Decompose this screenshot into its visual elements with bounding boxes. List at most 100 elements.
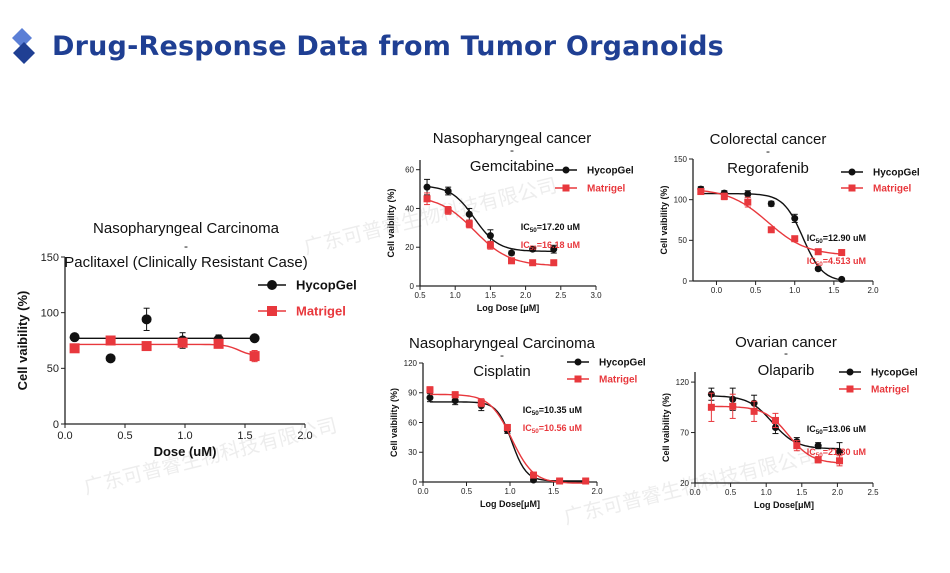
chart-title-line: Colorectal cancer <box>710 131 827 148</box>
legend-label: Matrigel <box>873 184 912 195</box>
y-axis-label: Cell vaibility (%) <box>389 388 399 457</box>
x-tick-label: 0.0 <box>417 487 429 496</box>
data-point <box>814 442 822 450</box>
x-tick-label: 1.5 <box>548 487 560 496</box>
data-point <box>791 235 799 243</box>
data-point <box>486 232 494 240</box>
data-point <box>465 210 473 218</box>
data-point <box>508 249 516 257</box>
legend-marker <box>846 385 854 393</box>
y-tick-label: 0 <box>683 277 688 286</box>
data-point <box>814 265 822 273</box>
data-point <box>177 337 188 348</box>
x-tick-label: 0.0 <box>689 488 701 497</box>
y-tick-label: 0 <box>413 478 418 487</box>
ic50-label: IC50=10.56 uM <box>523 423 582 435</box>
x-axis-label: Log Dose [μM] <box>477 303 540 313</box>
chart-title-line: Regorafenib <box>727 160 809 177</box>
data-point <box>707 403 715 411</box>
chart-title-line: Nasopharyngeal Carcinoma <box>409 335 596 352</box>
series-matrigel <box>426 386 590 485</box>
chart-1: Nasopharyngeal Carcinoma -Paclitaxel (Cli… <box>15 220 357 459</box>
data-point <box>451 391 459 399</box>
x-tick-label: 2.0 <box>591 487 603 496</box>
data-point <box>550 259 558 267</box>
y-axis-label: Cell vaibility (%) <box>15 291 30 391</box>
legend-marker <box>848 168 856 176</box>
legend-marker <box>267 280 277 290</box>
chart-title-line: Paclitaxel (Clinically Resistant Case) <box>64 254 307 271</box>
legend-label: Matrigel <box>296 304 346 319</box>
data-point <box>771 416 779 424</box>
data-point <box>69 332 80 343</box>
data-point <box>838 275 846 283</box>
series-matrigel <box>423 192 558 267</box>
series-matrigel <box>707 392 844 467</box>
data-point <box>550 245 558 253</box>
legend-label: HycopGel <box>873 168 920 179</box>
data-point <box>465 220 473 228</box>
x-tick-label: 3.0 <box>590 291 602 300</box>
data-point <box>836 448 844 456</box>
x-tick-label: 1.0 <box>789 286 801 295</box>
data-point <box>444 206 452 214</box>
data-point <box>477 399 485 407</box>
x-axis-label: Log Dose[μM] <box>754 500 814 510</box>
ic50-label: IC50=4.513 uM <box>807 256 866 268</box>
chart-title-line: Ovarian cancer <box>735 334 837 351</box>
data-point <box>508 257 516 265</box>
x-tick-label: 1.0 <box>504 487 516 496</box>
data-point <box>838 249 846 257</box>
data-point <box>793 442 801 450</box>
x-tick-label: 2.5 <box>867 488 879 497</box>
data-point <box>529 259 537 267</box>
legend-label: HycopGel <box>871 368 918 379</box>
chart-title-line: Nasopharyngeal Carcinoma <box>93 220 280 237</box>
chart-3: Colorectal cancer- Regorafenib 0.0 0.5 1.0 1.… <box>659 131 920 295</box>
data-point <box>444 187 452 195</box>
y-tick-label: 120 <box>404 359 418 368</box>
chart-title-line: - <box>766 144 770 158</box>
x-tick-label: 0.5 <box>750 286 762 295</box>
data-point <box>69 343 80 354</box>
x-tick-label: 1.5 <box>485 291 497 300</box>
x-tick-label: 1.0 <box>761 488 773 497</box>
x-tick-label: 0.5 <box>461 487 473 496</box>
x-tick-label: 0.0 <box>711 286 723 295</box>
x-tick-label: 0.5 <box>117 430 132 442</box>
x-axis-label: Dose (uM) <box>154 444 217 459</box>
data-point <box>426 394 434 402</box>
x-tick-label: 0.5 <box>414 291 426 300</box>
x-tick-label: 2.0 <box>867 286 879 295</box>
legend-marker <box>848 184 856 192</box>
data-point <box>486 241 494 249</box>
legend-label: HycopGel <box>599 358 646 369</box>
data-point <box>744 190 752 198</box>
x-tick-label: 0.0 <box>57 430 72 442</box>
legend-marker <box>574 358 582 366</box>
series-hycopgel <box>69 307 260 364</box>
x-tick-label: 1.0 <box>450 291 462 300</box>
data-point <box>423 195 431 203</box>
x-tick-label: 2.0 <box>297 430 312 442</box>
data-point <box>141 314 152 325</box>
data-point <box>249 333 260 344</box>
data-point <box>744 198 752 206</box>
legend-marker <box>267 306 277 316</box>
ic50-label: IC50=21.30 uM <box>807 447 866 459</box>
y-tick-label: 100 <box>41 308 59 320</box>
y-axis-label: Cell vaibility (%) <box>659 185 669 254</box>
legend-label: HycopGel <box>296 278 357 293</box>
x-tick-label: 0.5 <box>725 488 737 497</box>
y-tick-label: 150 <box>41 252 59 264</box>
series-curve <box>74 343 255 356</box>
y-tick-label: 50 <box>678 236 687 245</box>
x-tick-label: 1.5 <box>237 430 252 442</box>
chart-title-line: - <box>184 239 188 253</box>
y-tick-label: 20 <box>405 243 414 252</box>
chart-2: Nasopharyngeal cancer-Gemcitabine 0.5 1.0 1… <box>386 130 634 313</box>
data-point <box>556 477 564 485</box>
legend-marker <box>574 375 582 383</box>
data-point <box>729 402 737 410</box>
